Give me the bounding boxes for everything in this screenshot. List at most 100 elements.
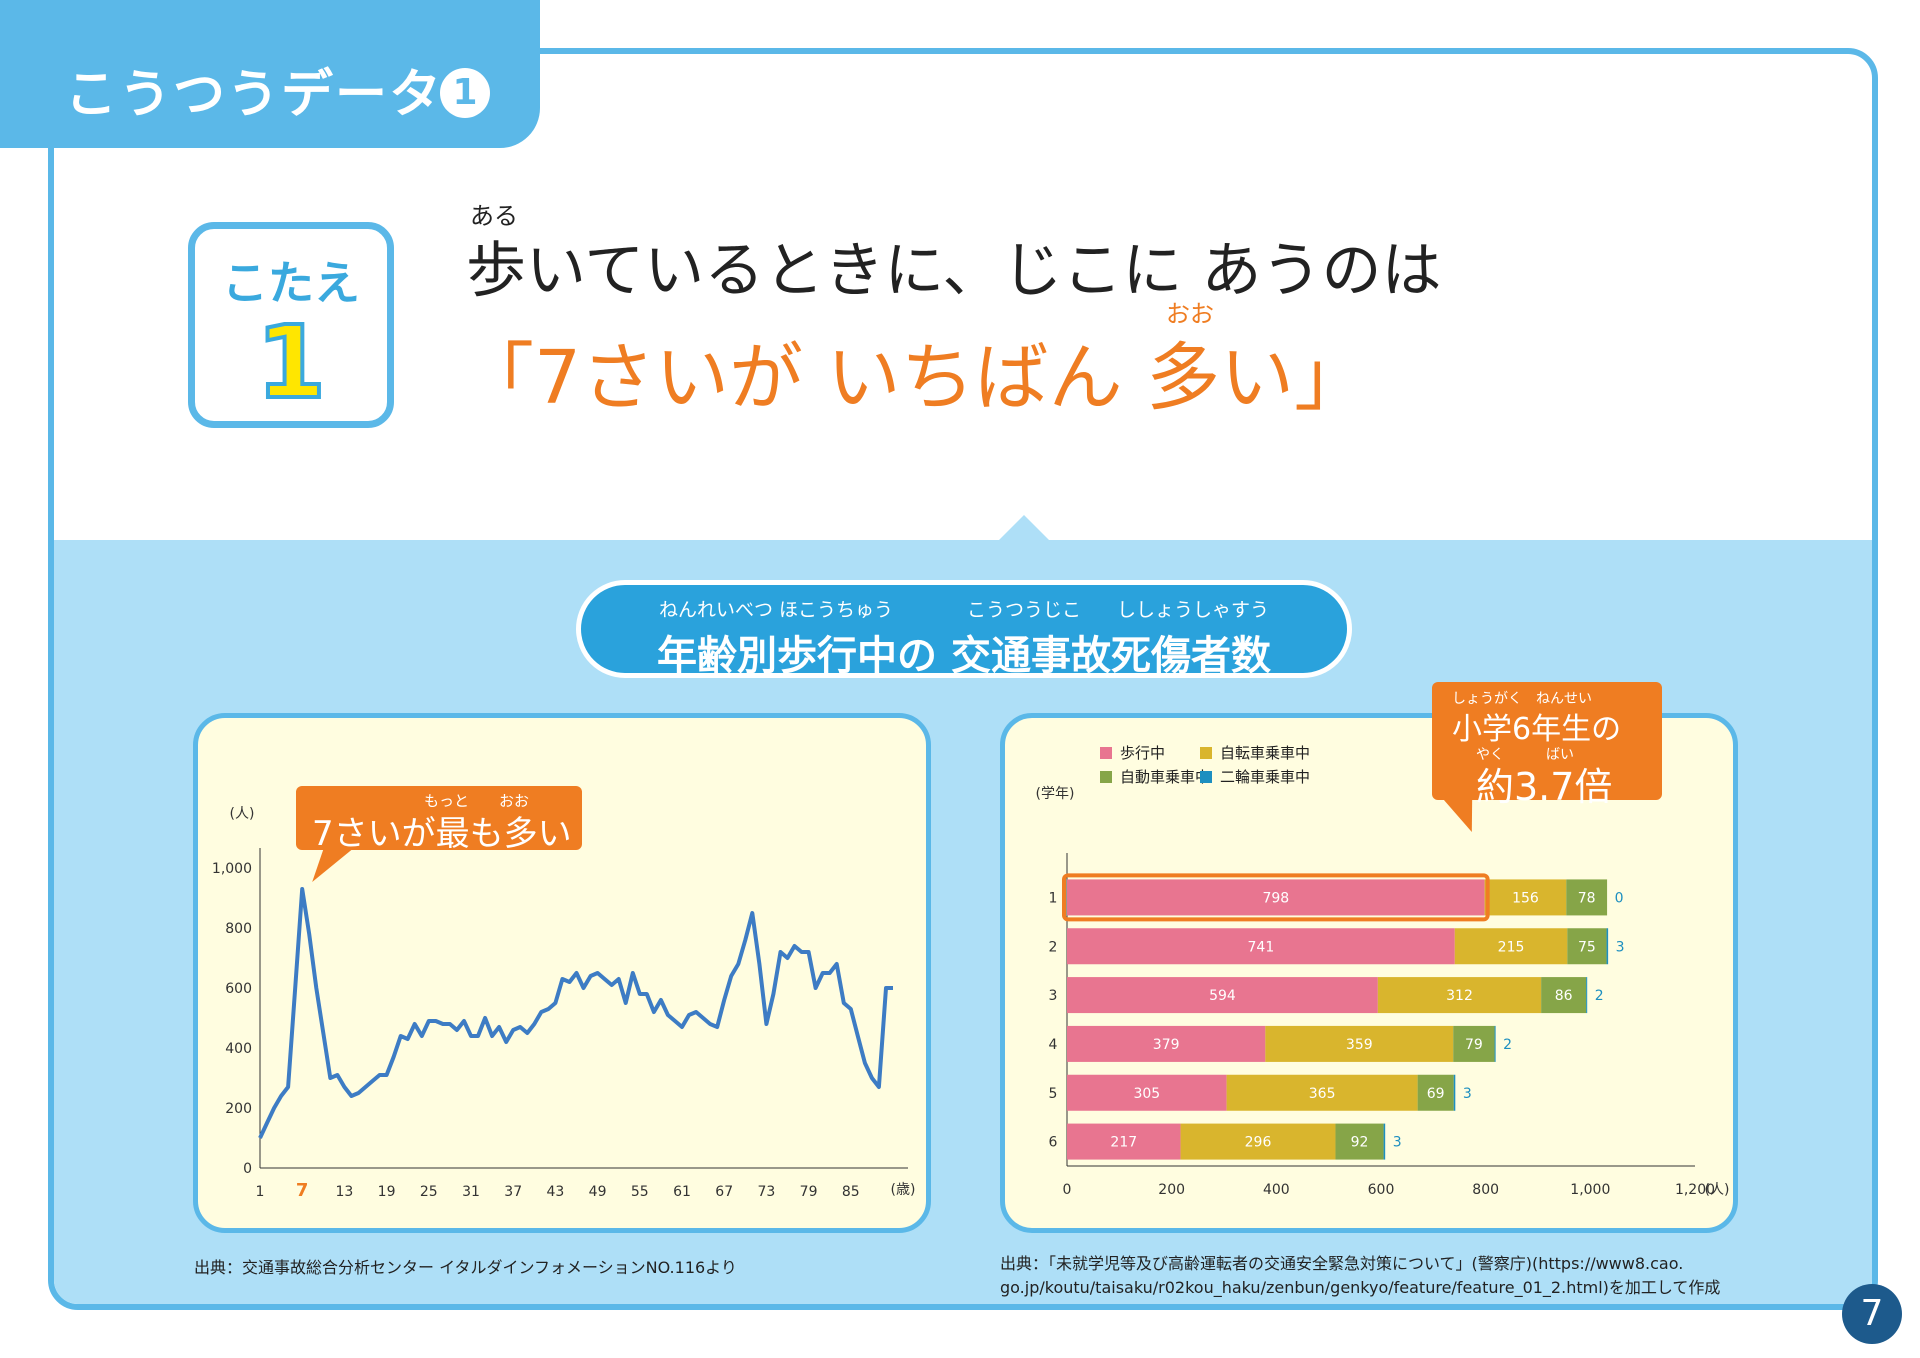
bar-segment (1335, 1123, 1384, 1160)
section-title: 年齢別歩行中の 交通事故死傷者数 (657, 633, 1271, 679)
bar-segment (1453, 1025, 1495, 1062)
bar-segment (1067, 1025, 1266, 1062)
section-ruby-1: ねんれいべつ ほこうちゅう (659, 599, 894, 621)
tab-number: 1 (440, 68, 490, 118)
bar-segment (1067, 879, 1485, 916)
bar-value-label: 2 (1503, 1037, 1512, 1053)
y-axis-label: (学年) (1036, 786, 1075, 802)
x-tick-label: 61 (673, 1184, 691, 1200)
bar-segment (1417, 1074, 1454, 1111)
headline-line1: 歩いているときに、じこに あうのは (466, 236, 1442, 306)
line-callout-ruby: もっと おお (424, 792, 530, 810)
x-tick-label: 800 (1472, 1182, 1499, 1198)
bar-segment (1567, 928, 1607, 965)
bar-chart-panel: 0 200 400 600 800 1,000 1,200 (人) (学年) 歩行中 自転車乗車中自… (1000, 713, 1738, 1233)
x-tick-label: 31 (462, 1184, 480, 1200)
legend-label: 二輪車乗車中 (1220, 768, 1310, 786)
bar-value-label: 75 (1578, 939, 1596, 955)
bar-callout-ruby1: しょうがく ねんせい (1452, 691, 1592, 707)
x-tick-label: 400 (1263, 1182, 1290, 1198)
x-tick-label: 1,200 (1675, 1182, 1715, 1198)
x-tick-label: 200 (1158, 1182, 1185, 1198)
answer-label: こたえ (222, 256, 360, 310)
legend-swatch (1200, 747, 1212, 759)
y-tick-label: 200 (225, 1101, 252, 1117)
bar-segment (1541, 977, 1587, 1014)
bar-value-label: 3 (1393, 1135, 1402, 1151)
y-tick-label: 2 (1049, 939, 1058, 955)
y-tick-label: 400 (225, 1041, 252, 1057)
series-line (258, 887, 893, 1139)
y-tick-label: 0 (243, 1161, 252, 1177)
bar-chart: 0 200 400 600 800 1,000 1,200(人) (学年) 歩行中 自転車乗車中自… (1036, 744, 1730, 1198)
bar-callout-line1: 小学6年生の (1452, 712, 1622, 747)
bar-segment (1494, 1025, 1496, 1062)
y-tick-label: 800 (225, 921, 252, 937)
bar-callout-ruby2: やく ばい (1476, 747, 1574, 763)
bar-segment (1377, 977, 1542, 1014)
legend-swatch (1100, 747, 1112, 759)
legend-label: 歩行中 (1120, 744, 1165, 762)
x-tick-label: 1,000 (1570, 1182, 1610, 1198)
x-tick-label: 25 (420, 1184, 438, 1200)
ruby-aru: ある (470, 202, 518, 230)
bar-source-line2: go.jp/koutu/taisaku/r02kou_haku/zenbun/g… (1000, 1278, 1721, 1297)
y-axis-label: (人) (230, 806, 255, 822)
legend-swatch (1200, 771, 1212, 783)
bar-value-label: 741 (1248, 939, 1275, 955)
x-tick-label: 19 (378, 1184, 396, 1200)
x-axis-label: (人) (1705, 1182, 1730, 1198)
bar-segment (1067, 1123, 1181, 1160)
x-tick-label: 55 (631, 1184, 649, 1200)
bar-value-label: 312 (1446, 988, 1473, 1004)
bar-segment (1453, 1074, 1456, 1111)
bar-value-label: 305 (1133, 1086, 1160, 1102)
y-tick-label: 3 (1049, 988, 1058, 1004)
x-tick-label: 0 (1063, 1182, 1072, 1198)
bar-callout: しょうがく ねんせい 小学6年生の やく ばい 約3.7倍 (1432, 682, 1662, 809)
bar-segment (1606, 928, 1609, 965)
bar-value-label: 0 (1615, 890, 1624, 906)
bar-value-label: 92 (1351, 1135, 1369, 1151)
x-tick-label: 85 (842, 1184, 860, 1200)
x-tick-label: 67 (715, 1184, 733, 1200)
ruby-oo: おお (1166, 300, 1214, 328)
legend-label: 自転車乗車中 (1220, 744, 1310, 762)
x-tick-label: 49 (589, 1184, 607, 1200)
y-tick-label: 1,000 (212, 861, 252, 877)
x-tick-label: 13 (335, 1184, 353, 1200)
section-ruby-2: こうつうじこ (967, 599, 1082, 621)
section-ruby-3: ししょうしゃすう (1117, 599, 1270, 621)
page-number: 7 (1842, 1284, 1902, 1344)
y-tick-label: 600 (225, 981, 252, 997)
y-tick-label: 5 (1049, 1086, 1058, 1102)
data-tab: こうつうデータ 1 (0, 0, 540, 148)
bar-value-label: 594 (1209, 988, 1236, 1004)
bar-segment (1484, 879, 1567, 916)
x-tick-label: 37 (504, 1184, 522, 1200)
bar-value-label: 156 (1512, 890, 1539, 906)
tab-title: こうつうデータ (65, 65, 444, 125)
line-chart: 0 200 400 600 800 1,000 (人) 1 7 13 19 25 31 37 43 49 55 6… (212, 806, 916, 1201)
x-tick-label: 79 (800, 1184, 818, 1200)
y-tick-label: 1 (1049, 890, 1058, 906)
bar-value-label: 217 (1110, 1135, 1137, 1151)
highlight-box (1062, 873, 1490, 922)
line-source: 出典：交通事故総合分析センター イタルダインフォメーションNO.116より (194, 1258, 737, 1277)
bar-value-label: 86 (1555, 988, 1573, 1004)
legend-swatch (1100, 771, 1112, 783)
x-tick-label: 1 (256, 1184, 265, 1200)
bar-value-label: 69 (1427, 1086, 1445, 1102)
bar-source-line1: 出典：「未就学児等及び高齢運転者の交通安全緊急対策について」(警察庁)(http… (1000, 1254, 1684, 1273)
bar-segment (1566, 879, 1608, 916)
bar-value-label: 78 (1578, 890, 1596, 906)
bar-segment (1226, 1074, 1418, 1111)
headline-line2: 「7さいが いちばん 多い」 (460, 335, 1369, 421)
x-tick-label: 73 (757, 1184, 775, 1200)
y-tick-label: 4 (1049, 1037, 1058, 1053)
bar-value-label: 79 (1465, 1037, 1483, 1053)
bar-value-label: 2 (1595, 988, 1604, 1004)
bar-segment (1067, 928, 1455, 965)
bar-segment (1383, 1123, 1386, 1160)
bar-segment (1454, 928, 1568, 965)
